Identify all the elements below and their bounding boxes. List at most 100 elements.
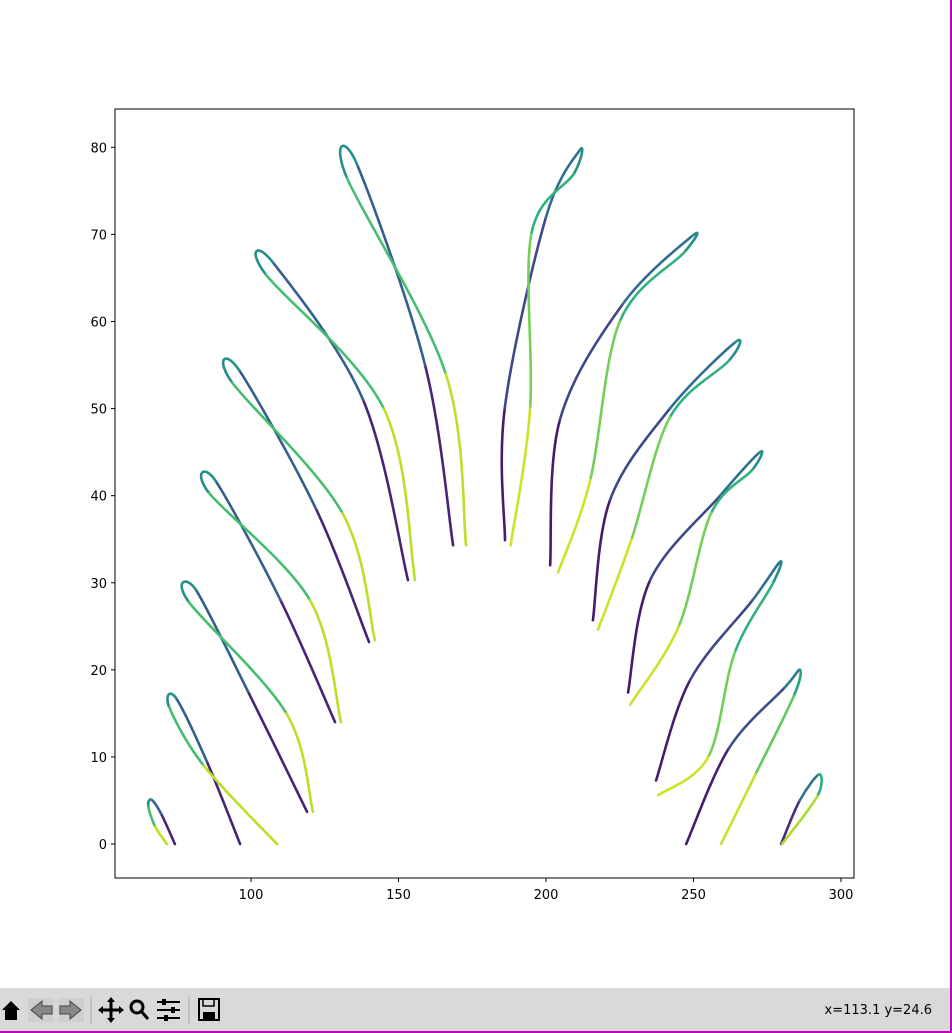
curve-segment (214, 479, 282, 602)
curve-segment (271, 260, 365, 402)
curve-segment (503, 215, 548, 410)
curve-segment (668, 359, 731, 419)
curve-segment (719, 773, 757, 846)
curve-segment (202, 764, 279, 846)
y-tick-label: 50 (90, 403, 107, 418)
curve-segment (159, 812, 177, 846)
curve-segment (608, 407, 672, 502)
curve-segment (558, 302, 625, 422)
curve-segment (621, 234, 694, 306)
y-tick-label: 30 (90, 577, 107, 592)
curve-segment (147, 805, 157, 828)
curve-segment (548, 418, 562, 567)
curve-segment (180, 580, 198, 604)
status-text: x=113.1 y=24.6 (825, 1003, 932, 1018)
curve-segment (754, 694, 796, 776)
curve-segment (509, 407, 532, 547)
curve-segment (167, 706, 206, 767)
curve-segment (654, 679, 692, 782)
y-tick-label: 40 (90, 490, 107, 505)
curve-segment (345, 176, 448, 376)
curve-segment (816, 773, 824, 798)
x-tick-label: 150 (386, 888, 411, 903)
y-tick-label: 20 (90, 664, 107, 679)
curve-segment (207, 491, 312, 602)
curve-segment (153, 825, 169, 846)
curve-segment (279, 598, 337, 724)
curve-segment (588, 320, 622, 482)
forward-button[interactable] (58, 998, 84, 1022)
curve-segment (246, 690, 309, 814)
axes-frame (114, 108, 855, 879)
curve-segment (285, 712, 315, 814)
curve-segment (630, 415, 672, 541)
curve-segment (596, 537, 633, 632)
curve-segment (688, 598, 754, 682)
curve-segment (529, 172, 576, 236)
curve-segment (591, 498, 612, 622)
curve-segment (382, 407, 417, 582)
curve-segment (166, 692, 178, 709)
curve-segment (684, 746, 731, 846)
curve-segment (338, 144, 359, 180)
curve-segment (187, 600, 288, 715)
save-button[interactable] (198, 998, 220, 1021)
curve-segment (727, 685, 787, 750)
curve-segment (779, 799, 802, 846)
curve-segment (706, 651, 737, 759)
curve-segment (254, 249, 275, 276)
curve-segment (751, 560, 782, 602)
curve-segment (656, 755, 710, 797)
curve-segment (341, 511, 377, 642)
y-tick-label: 0 (99, 838, 107, 853)
curve-segment (572, 146, 584, 175)
configure-button[interactable] (157, 999, 180, 1021)
curve-segment (677, 511, 713, 628)
curve-segment (314, 507, 371, 644)
x-tick-label: 300 (829, 888, 854, 903)
curve-segment (668, 341, 737, 410)
curve-segment (792, 668, 803, 698)
x-tick-label: 200 (534, 888, 559, 903)
y-tick-label: 80 (90, 141, 107, 156)
curve-segment (648, 494, 722, 582)
curve-segment (308, 598, 343, 724)
curve-segment (628, 625, 681, 706)
x-tick-label: 100 (239, 888, 264, 903)
curve-segment (683, 231, 699, 254)
curve-segment (194, 588, 250, 693)
curve-segment (444, 372, 468, 547)
curve-segment (556, 478, 592, 574)
curve-segment (751, 449, 764, 471)
curve-segment (423, 363, 455, 547)
curve-segment (174, 696, 209, 763)
curve-segment (709, 468, 754, 515)
x-tick-label: 250 (681, 888, 706, 903)
curve-segment (733, 581, 775, 654)
curve-segment (355, 163, 427, 367)
curve-segment (780, 794, 819, 846)
curve-segment (618, 250, 686, 323)
pan-button[interactable] (98, 997, 124, 1023)
home-button[interactable] (2, 1001, 20, 1020)
curve-segment (221, 357, 241, 384)
curve-segment (199, 470, 217, 495)
curve-segment (264, 273, 386, 410)
curve-segment (230, 381, 344, 515)
curve-segment (527, 233, 533, 410)
y-tick-label: 70 (90, 228, 107, 243)
y-tick-label: 10 (90, 751, 107, 766)
curve-segment (544, 148, 582, 219)
curve-segment (727, 338, 742, 362)
curve-segment (361, 398, 410, 582)
curve-segment (500, 407, 507, 542)
curve-segment (205, 760, 242, 846)
zoom-button[interactable] (129, 999, 150, 1020)
curve-segment (626, 578, 652, 694)
curve-segment (718, 450, 762, 497)
back-button[interactable] (28, 998, 54, 1022)
y-tick-label: 60 (90, 315, 107, 330)
